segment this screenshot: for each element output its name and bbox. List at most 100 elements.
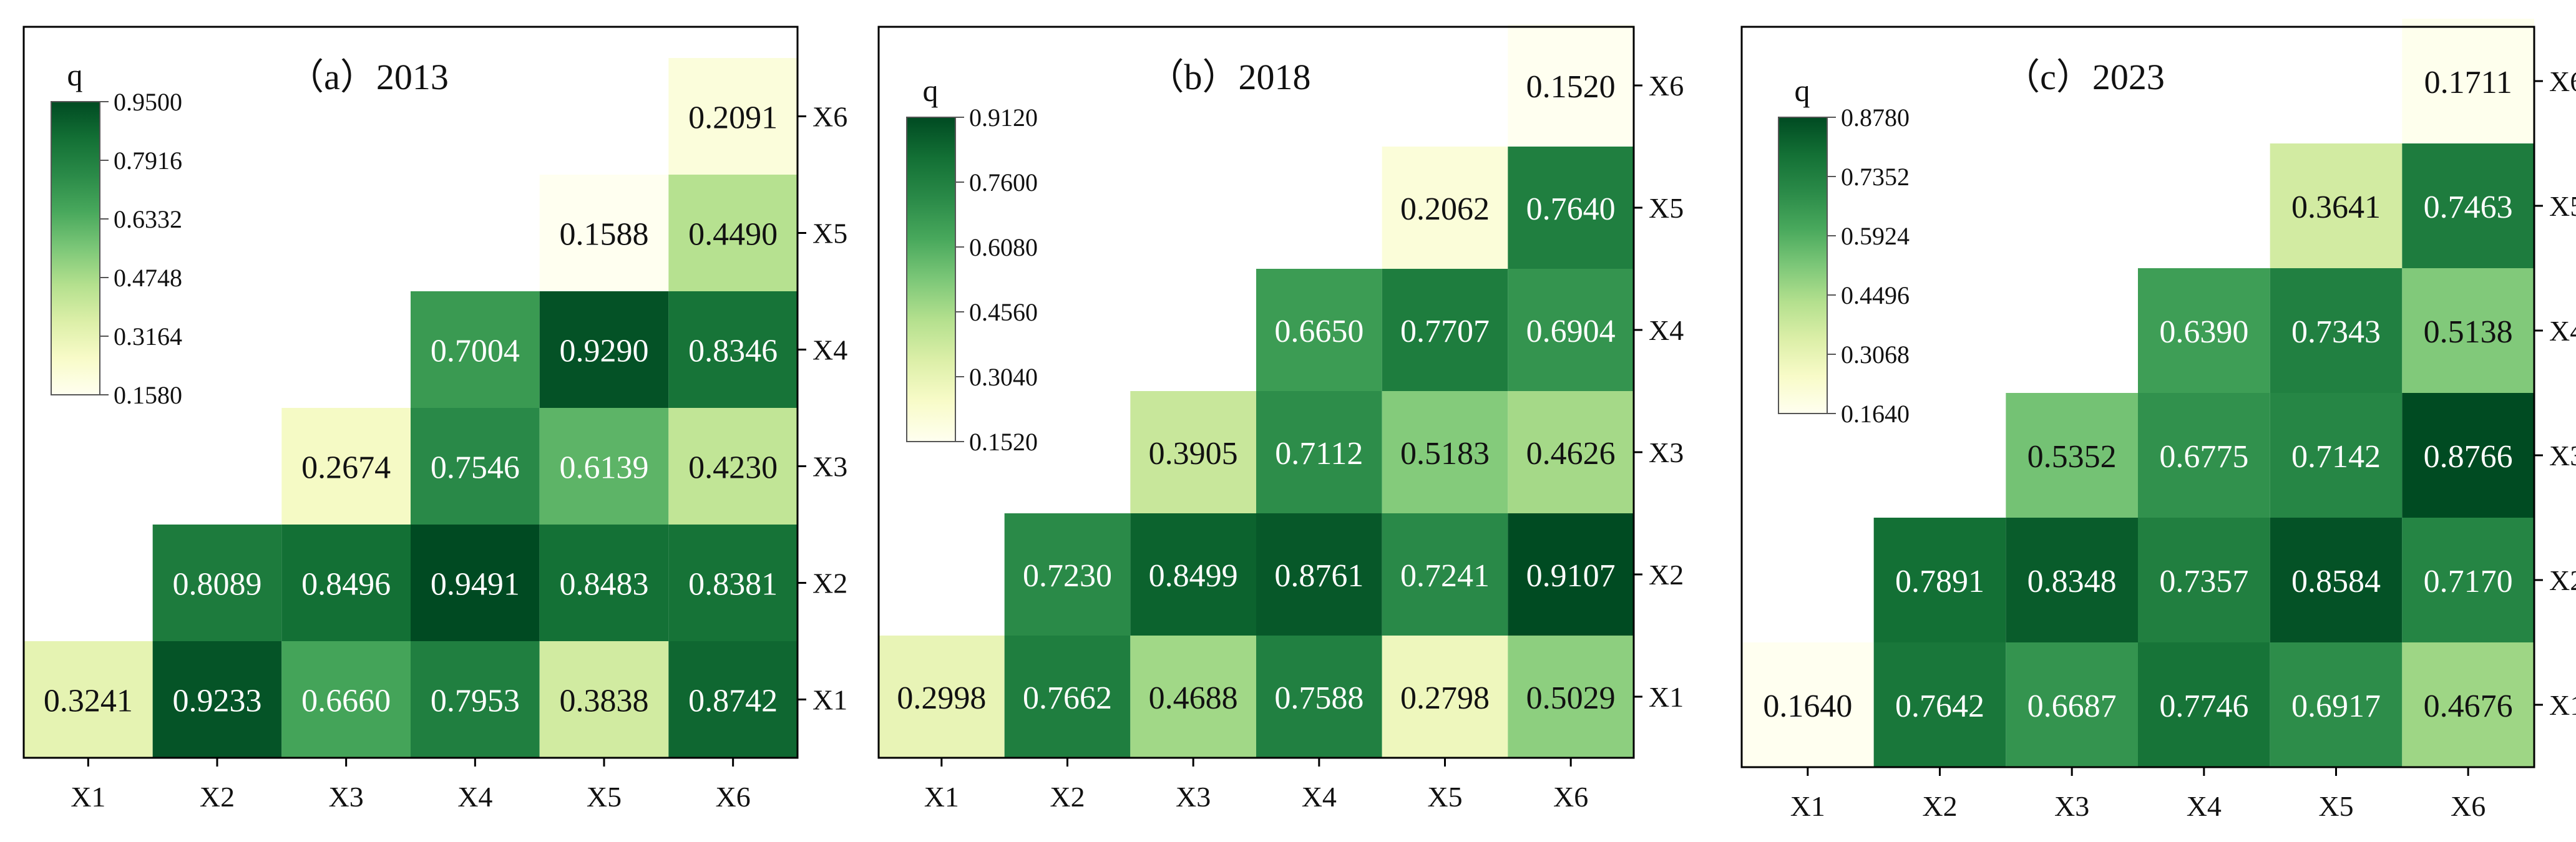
plot-frame — [877, 26, 1635, 759]
heatmap-cell — [1130, 513, 1256, 636]
y-tick-label: X5 — [812, 218, 847, 249]
x-tick-label: X5 — [1427, 781, 1462, 813]
x-tick-label: X3 — [2054, 790, 2089, 822]
colorbar-tick-label: 0.9500 — [114, 88, 182, 116]
colorbar-tick-label: 0.3040 — [969, 363, 1038, 391]
cell-value-label: 0.5029 — [1526, 680, 1616, 716]
cell-value-label: 0.9107 — [1526, 558, 1616, 594]
colorbar-tick-label: 0.5924 — [1841, 222, 1910, 250]
y-tick-label: X1 — [2549, 689, 2576, 721]
cell-value-label: 0.7546 — [431, 450, 520, 486]
x-tick-label: X6 — [1553, 781, 1588, 813]
colorbar-tick-label: 0.7600 — [969, 168, 1038, 196]
colorbar-tick-label: 0.7916 — [114, 147, 182, 175]
cell-value-label: 0.2062 — [1400, 191, 1490, 227]
x-tick-label: X2 — [200, 781, 235, 813]
x-tick-label: X3 — [329, 781, 364, 813]
heatmap-cell — [1508, 24, 1634, 147]
heatmap-cell — [539, 641, 669, 758]
colorbar-tick-label: 0.4560 — [969, 298, 1038, 326]
y-tick-label: X2 — [1649, 559, 1684, 591]
cell-value-label: 0.1711 — [2424, 65, 2512, 100]
cell-value-label: 0.4676 — [2424, 689, 2513, 724]
cell-value-label: 0.8483 — [560, 567, 649, 602]
heatmap-cell — [1382, 636, 1508, 758]
cell-value-label: 0.8766 — [2424, 439, 2513, 475]
heatmap-cell — [1130, 391, 1256, 513]
heatmap-cell — [2402, 19, 2534, 143]
cell-value-label: 0.4490 — [688, 217, 778, 253]
cell-value-label: 0.2998 — [897, 680, 986, 716]
cell-value-label: 0.8496 — [301, 567, 391, 602]
y-tick-label: X4 — [1649, 314, 1684, 346]
heatmap-cell — [411, 408, 540, 525]
y-tick-label: X4 — [2549, 315, 2576, 347]
x-tick-label: X5 — [587, 781, 622, 813]
heatmap-cell — [152, 525, 282, 641]
cell-value-label: 0.3838 — [560, 684, 649, 719]
heatmap-cell — [2402, 393, 2534, 518]
x-tick-label: X3 — [1176, 781, 1211, 813]
y-tick-label: X4 — [812, 334, 847, 366]
heatmap-cell — [1256, 636, 1382, 758]
cell-value-label: 0.8499 — [1149, 558, 1238, 594]
y-tick-label: X1 — [812, 684, 847, 716]
heatmap-cell — [1742, 642, 1874, 767]
heatmap-cell — [2402, 642, 2534, 767]
heatmap-cell — [668, 291, 798, 408]
heatmap-cell — [1382, 147, 1508, 269]
cell-value-label: 0.5183 — [1400, 436, 1490, 472]
heatmap-cell — [1508, 147, 1634, 269]
heatmap-cell — [2270, 518, 2403, 642]
colorbar-tick-label: 0.3068 — [1841, 341, 1910, 369]
colorbar-label: q — [1795, 73, 1810, 108]
heatmap-cell — [1873, 518, 2006, 642]
cell-value-label: 0.7230 — [1023, 558, 1112, 594]
cell-value-label: 0.7662 — [1023, 680, 1112, 716]
cell-value-label: 0.3905 — [1149, 436, 1238, 472]
cell-value-label: 0.6917 — [2291, 689, 2381, 724]
heatmap-cell — [1508, 269, 1634, 391]
x-tick-label: X2 — [1922, 790, 1957, 822]
cell-value-label: 0.4230 — [688, 450, 778, 486]
plot-frame — [22, 26, 799, 759]
plot-frame — [1740, 26, 2535, 768]
heatmap-cell — [1256, 391, 1382, 513]
cell-value-label: 0.1588 — [560, 217, 649, 253]
colorbar — [1778, 117, 1828, 414]
heatmap-cell — [2402, 518, 2534, 642]
colorbar-tick-label: 0.1580 — [114, 381, 182, 409]
y-tick-label: X2 — [812, 568, 847, 599]
colorbar-tick-label: 0.1520 — [969, 428, 1038, 456]
heatmap-panel-2: 0.2998 0.7662 0.4688 0.7588 0.2798 0.5029 0.72… — [877, 24, 1684, 813]
heatmap-cell — [1256, 513, 1382, 636]
y-tick-label: X3 — [2549, 440, 2576, 472]
heatmap-cell — [668, 58, 798, 175]
cell-value-label: 0.7357 — [2159, 564, 2248, 599]
cell-value-label: 0.5352 — [2027, 439, 2117, 475]
heatmap-cell — [1256, 269, 1382, 391]
cell-value-label: 0.6139 — [560, 450, 649, 486]
heatmap-cell — [2138, 268, 2270, 393]
x-tick-label: X2 — [1050, 781, 1085, 813]
heatmap-cell — [1873, 642, 2006, 767]
heatmap-cell — [24, 641, 153, 758]
colorbar-tick-label: 0.9120 — [969, 104, 1038, 132]
cell-value-label: 0.2674 — [301, 450, 391, 486]
cell-value-label: 0.7343 — [2291, 314, 2381, 350]
x-tick-label: X4 — [1302, 781, 1337, 813]
cell-value-label: 0.4688 — [1149, 680, 1238, 716]
heatmap-cell — [668, 641, 798, 758]
heatmap-cell — [539, 291, 669, 408]
cell-value-label: 0.7142 — [2291, 439, 2381, 475]
cell-value-label: 0.6775 — [2159, 439, 2248, 475]
cell-value-label: 0.7241 — [1400, 558, 1490, 594]
heatmap-cell — [152, 641, 282, 758]
cell-value-label: 0.7463 — [2424, 190, 2513, 225]
colorbar-label: q — [67, 57, 83, 92]
y-tick-label: X5 — [2549, 190, 2576, 222]
colorbar-tick-label: 0.1640 — [1841, 400, 1910, 428]
heatmap-cell — [2270, 393, 2403, 518]
heatmap-cell — [1382, 513, 1508, 636]
